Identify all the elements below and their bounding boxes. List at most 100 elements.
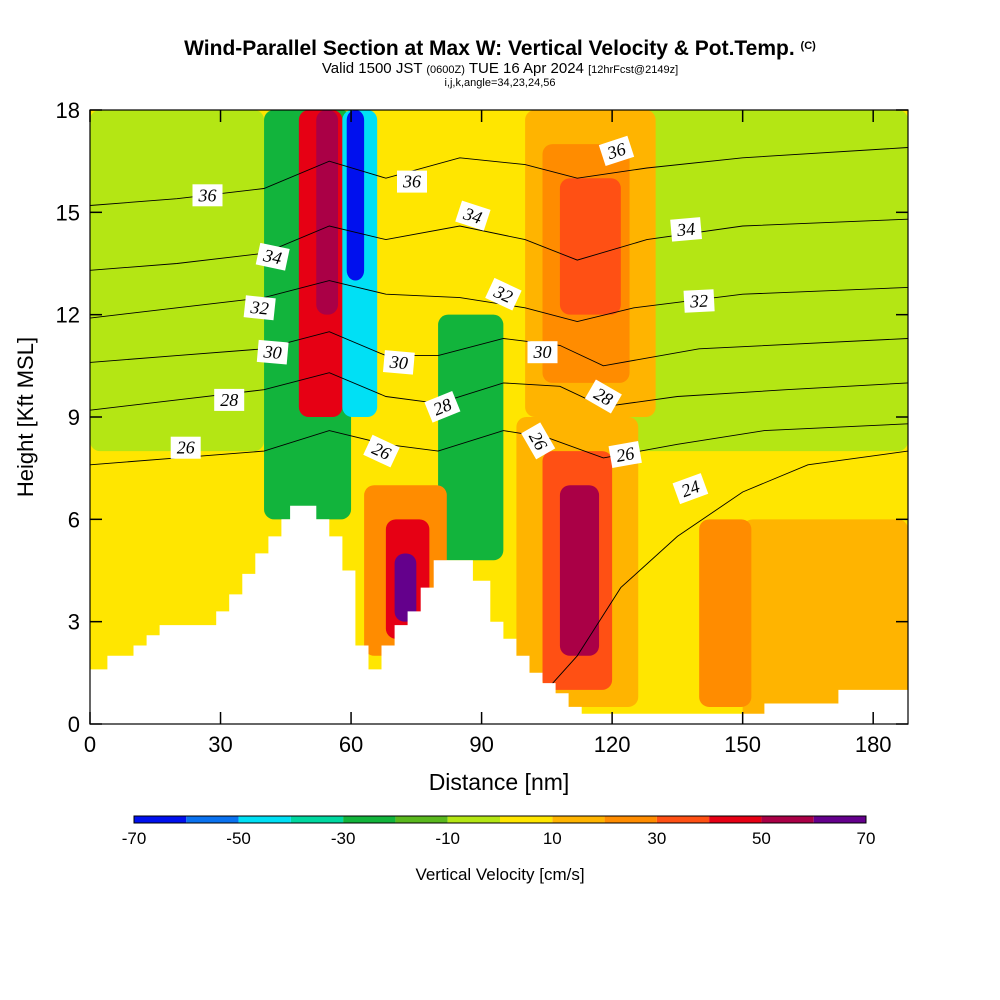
contour-label-bg [670,217,703,242]
contour-label-bg [527,341,558,364]
contour-label-bg [455,200,491,231]
contour-label: 30 [527,341,558,364]
velocity-cell [346,110,365,281]
colorbar-swatch [395,816,448,823]
valid-date-text: TUE 16 Apr 2024 [468,60,584,77]
colorbar-tick-label: -10 [435,829,460,848]
colorbar-swatch [500,816,553,823]
y-axis-label: Height [Kft MSL] [13,337,38,497]
contour-label: 26 [170,436,201,459]
y-tick-label: 6 [68,507,80,532]
contour-label: 36 [397,170,427,193]
x-tick-label: 180 [855,732,892,757]
colorbar-swatch [290,816,344,823]
colorbar-swatch [186,816,239,823]
terrain-mask [90,505,908,724]
velocity-cell [742,519,908,724]
y-tick-label: 9 [68,405,80,430]
y-tick-label: 15 [56,200,80,225]
copyright-mark: (C) [800,40,816,52]
contour-label: 32 [683,289,715,313]
contour-label-text: 36 [402,172,421,192]
colorbar-tick-label: -30 [331,829,356,848]
contour-label-text: 32 [689,291,709,312]
contour-label-text: 24 [679,476,703,501]
contour-label-bg [255,242,290,271]
colorbar-label: Vertical Velocity [cm/s] [415,865,584,884]
chart-title-text: Wind-Parallel Section at Max W: Vertical… [184,37,795,60]
y-tick-label: 0 [68,712,80,737]
x-tick-label: 60 [339,732,363,757]
colorbar-swatch [656,816,710,823]
colorbar-tick-label: 50 [752,829,771,848]
theta-contour-28 [90,372,908,411]
valid-utc-text: (0600Z) [426,64,465,76]
contour-label-bg [397,170,427,193]
colorbar-swatch [134,816,187,823]
colorbar-tick-label: 30 [647,829,666,848]
contour-label-bg [192,184,223,207]
contour-label: 34 [255,242,290,271]
colorbar-swatch [709,816,762,823]
contour-label-bg [608,441,642,468]
contour-label-bg [382,350,415,375]
y-tick-label: 12 [56,303,80,328]
theta-contour-30 [90,331,908,367]
colorbar-swatch [447,816,500,823]
contour-label-bg [521,422,556,460]
chart-indices: i,j,k,angle=34,23,24,56 [444,77,556,89]
contour-label-text: 30 [533,342,552,362]
contour-label: 36 [192,184,223,207]
velocity-cell [438,314,504,561]
contour-label: 28 [424,390,461,423]
contour-label: 24 [672,473,709,505]
colorbar-swatch [604,816,657,823]
colorbar: -70 -50 -30 -10 10 30 50 70 Vertical Velocity [c… [122,815,876,884]
colorbar-swatch [552,816,605,823]
valid-time-text: Valid 1500 JST [321,60,423,77]
colorbar-tick-label: -70 [122,829,147,848]
velocity-cell [316,110,339,315]
theta-contour-36 [90,147,908,206]
x-tick-label: 30 [208,732,232,757]
x-tick-label: 120 [594,732,631,757]
chart-title: Wind-Parallel Section at Max W: Vertical… [0,37,1000,61]
contour-label: 34 [455,200,491,231]
colorbar-swatch [343,816,396,823]
contour-label-bg [243,295,276,321]
theta-contour-24 [524,450,908,715]
x-tick-label: 0 [84,732,96,757]
colorbar-tick-label: 70 [857,829,876,848]
contour-label-text: 30 [262,341,283,363]
contour-label: 34 [670,217,703,242]
contour-label-bg [256,339,289,365]
x-tick-label: 90 [469,732,493,757]
contour-label: 30 [382,350,415,375]
forecast-info-text: [12hrFcst@2149z] [588,64,679,76]
y-tick-label: 18 [56,98,80,123]
x-axis-label: Distance [nm] [429,769,570,795]
theta-contour-26 [90,423,908,466]
colorbar-swatch [238,816,291,823]
contour-label-bg [598,135,635,166]
contour-label-text: 34 [261,245,284,269]
velocity-cell [699,519,752,707]
chart-valid-time: Valid 1500 JST (0600Z) TUE 16 Apr 2024 [… [0,60,1000,77]
theta-contour-32 [90,280,908,322]
contour-label-text: 30 [388,352,409,374]
x-tick-label: 150 [724,732,761,757]
velocity-cell [559,178,621,315]
contour-label-bg [485,277,522,311]
contour-label-bg [424,390,461,423]
contour-label: 30 [256,339,289,365]
colorbar-frame [133,815,867,824]
colorbar-tick-label: 10 [543,829,562,848]
contour-label-text: 28 [220,390,238,410]
contour-label-bg [584,379,622,414]
y-tick-label: 3 [68,610,80,635]
colorbar-swatch [761,816,814,823]
velocity-cell [559,485,600,656]
